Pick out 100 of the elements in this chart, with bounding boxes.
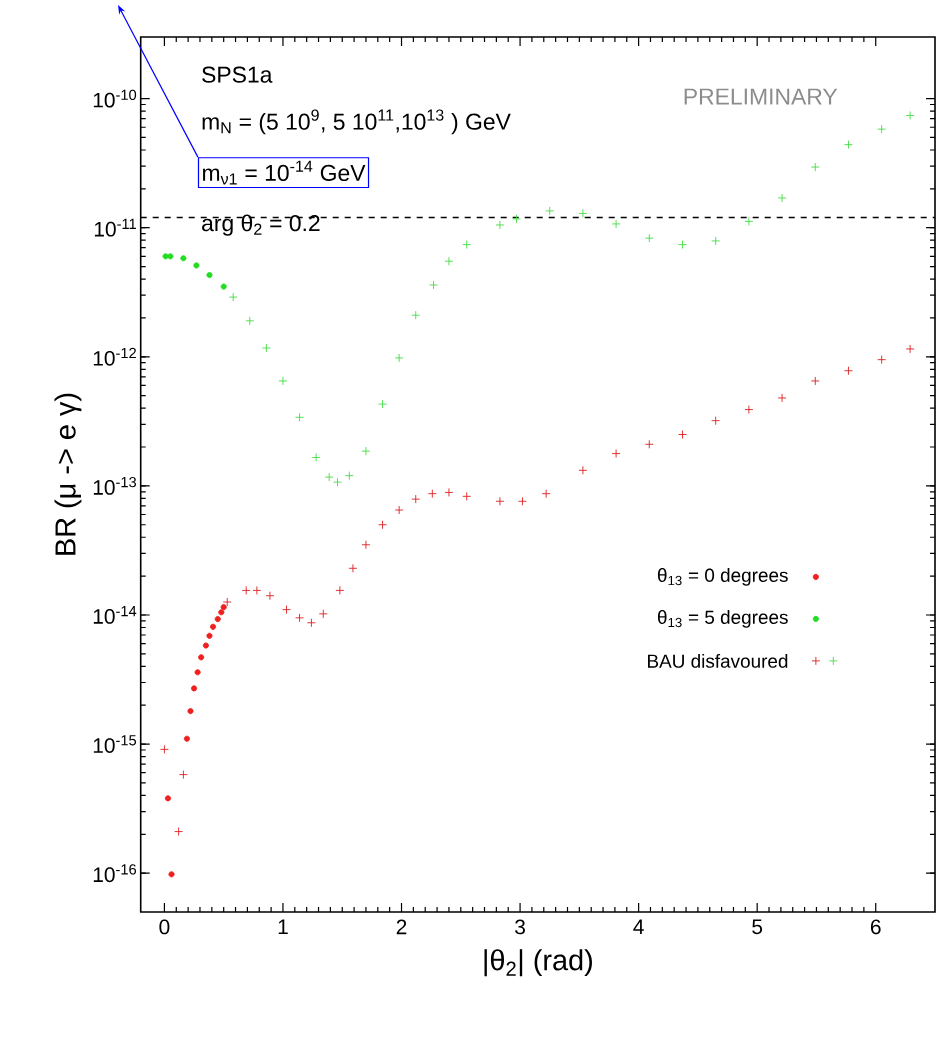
point xyxy=(311,453,321,462)
point xyxy=(193,262,200,269)
point xyxy=(711,416,721,426)
point xyxy=(348,563,358,573)
point xyxy=(810,376,820,386)
x-tick-label: 5 xyxy=(752,919,763,935)
point xyxy=(228,292,238,302)
point xyxy=(844,140,853,150)
legend-label: θ$_{13}$ = 5 degrees xyxy=(657,610,788,628)
point xyxy=(394,353,404,363)
point xyxy=(206,632,213,639)
text: m$_{N}$ = (5 10$^{9}$, 5 10$^{11}$,10$^{13}$ ) GeV xyxy=(202,109,511,135)
point xyxy=(877,124,887,134)
point xyxy=(222,597,232,607)
point xyxy=(295,613,305,623)
point xyxy=(180,255,187,262)
point xyxy=(810,162,820,172)
point xyxy=(444,256,454,266)
point xyxy=(159,744,169,754)
point xyxy=(877,355,887,365)
point xyxy=(678,240,687,250)
point xyxy=(278,376,288,386)
x-tick-label: 1 xyxy=(278,919,288,934)
annotation: m$_{ν1}$ = 10$^{-14}$ GeV xyxy=(203,160,366,185)
point xyxy=(333,477,342,487)
point xyxy=(361,446,371,456)
point xyxy=(252,585,262,595)
point xyxy=(905,344,915,354)
point xyxy=(265,591,275,601)
point xyxy=(462,491,472,501)
point xyxy=(427,489,437,499)
point xyxy=(541,489,551,499)
annotation: SPS1a xyxy=(202,66,273,83)
point xyxy=(744,216,754,226)
point xyxy=(178,770,188,780)
x-axis-title: |θ$_{2}$| (rad) xyxy=(484,949,592,977)
point xyxy=(411,310,421,320)
point xyxy=(214,616,221,623)
point xyxy=(198,654,205,661)
point xyxy=(578,465,588,475)
point xyxy=(429,280,438,290)
point xyxy=(164,795,172,802)
point xyxy=(174,827,184,837)
point xyxy=(378,520,387,530)
point xyxy=(378,399,387,409)
point xyxy=(578,208,588,218)
y-tick-label: 10$^{-10}$ xyxy=(93,89,137,108)
point xyxy=(324,472,334,482)
point xyxy=(335,585,345,595)
point xyxy=(744,405,754,415)
x-tick-label: 3 xyxy=(515,919,525,935)
point xyxy=(261,343,271,353)
point xyxy=(194,669,201,676)
legend-label: BAU disfavoured xyxy=(648,653,788,668)
x-tick-label: 2 xyxy=(396,919,407,935)
y-tick-label: 10$^{-13}$ xyxy=(93,476,137,495)
point xyxy=(206,271,213,279)
point xyxy=(611,449,621,459)
point xyxy=(167,253,174,260)
point xyxy=(191,685,198,692)
y-tick-label: 10$^{-12}$ xyxy=(93,347,136,366)
point xyxy=(220,604,227,611)
point xyxy=(306,618,316,628)
point xyxy=(462,240,472,250)
point xyxy=(905,111,915,120)
x-tick-label: 4 xyxy=(633,919,644,934)
point xyxy=(218,609,225,616)
point xyxy=(202,642,209,649)
point xyxy=(187,708,194,715)
legend-label: θ$_{13}$ = 0 degrees xyxy=(657,568,788,586)
point xyxy=(678,430,687,439)
point xyxy=(411,494,421,504)
point xyxy=(162,253,169,260)
point xyxy=(777,193,787,203)
point xyxy=(361,540,371,550)
y-axis-title: BR (μ -> e γ) xyxy=(54,393,82,555)
x-tick-label: 6 xyxy=(870,919,881,935)
point xyxy=(394,505,404,515)
point xyxy=(711,236,721,246)
annotation: PRELIMINARY xyxy=(684,88,838,105)
point xyxy=(777,393,787,403)
y-tick-label: 10$^{-15}$ xyxy=(93,735,137,753)
point xyxy=(444,487,454,497)
point xyxy=(282,605,291,615)
y-tick-label: 10$^{-16}$ xyxy=(93,864,137,883)
point xyxy=(245,316,255,326)
point xyxy=(344,471,354,481)
y-tick-label: 10$^{-11}$ xyxy=(94,218,136,237)
point xyxy=(512,214,521,224)
point xyxy=(183,735,190,742)
y-tick-label: 10$^{-14}$ xyxy=(93,606,137,624)
point xyxy=(545,206,555,216)
point xyxy=(844,366,853,376)
x-tick-label: 0 xyxy=(159,919,170,935)
point xyxy=(168,871,175,878)
point xyxy=(495,496,505,506)
point xyxy=(295,412,305,422)
point xyxy=(495,220,505,230)
annotation: arg θ$_{2}$ = 0.2 xyxy=(202,214,320,236)
point xyxy=(209,623,217,630)
